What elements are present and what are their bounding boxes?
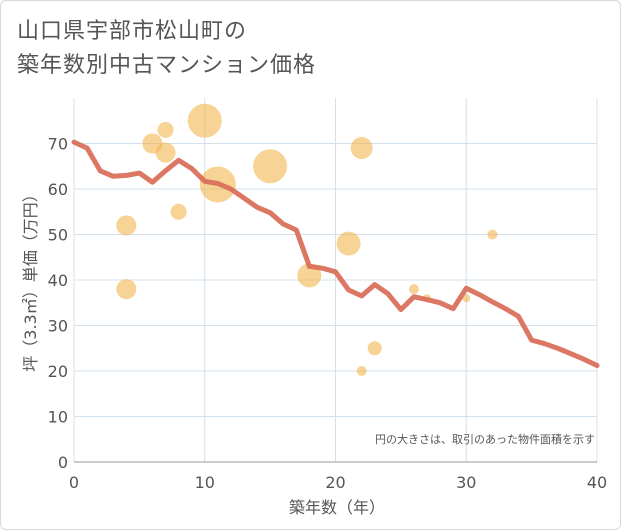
chart-title-line1: 山口県宇部市松山町の — [17, 19, 248, 44]
x-tick-label: 0 — [69, 473, 79, 492]
bubble-point — [367, 341, 382, 356]
y-tick-label: 70 — [48, 135, 68, 154]
y-axis-label: 坪（3.3㎡）単価（万円） — [21, 186, 40, 371]
chart-title-line2: 築年数別中古マンション価格 — [17, 53, 317, 78]
bubble-point — [350, 137, 373, 160]
trend-layer — [71, 139, 600, 368]
y-tick-label: 0 — [58, 453, 68, 472]
y-tick-label: 60 — [48, 180, 68, 199]
x-tick-label: 40 — [587, 473, 607, 492]
bubble-point — [170, 203, 187, 220]
chart-title: 山口県宇部市松山町の 築年数別中古マンション価格 — [17, 15, 316, 83]
x-tick-label: 20 — [325, 473, 345, 492]
bubble-point — [155, 142, 176, 163]
y-tick-label: 10 — [48, 408, 68, 427]
bubble-point — [356, 366, 367, 376]
bubble-point — [462, 294, 471, 303]
bubble-point — [116, 279, 137, 300]
grid — [73, 98, 598, 463]
axes: 0 10 20 30 40 50 60 70 0 10 20 30 40 — [48, 135, 608, 493]
y-tick-label: 30 — [48, 317, 68, 336]
trend-line — [71, 139, 600, 368]
x-axis-label: 築年数（年） — [289, 498, 385, 517]
bubble-point — [187, 103, 222, 138]
bubble-point — [157, 121, 174, 138]
bubble-point — [408, 284, 419, 295]
bubble-point — [336, 231, 361, 256]
bubble-point — [253, 149, 288, 184]
bubble-point — [116, 215, 137, 236]
x-tick-label: 30 — [456, 473, 476, 492]
y-tick-label: 40 — [48, 271, 68, 290]
bubble-point — [487, 229, 498, 240]
y-tick-label: 20 — [48, 362, 68, 381]
x-tick-label: 10 — [195, 473, 215, 492]
y-tick-label: 50 — [48, 226, 68, 245]
bubble-size-note: 円の大きさは、取引のあった物件面積を示す — [375, 432, 595, 446]
